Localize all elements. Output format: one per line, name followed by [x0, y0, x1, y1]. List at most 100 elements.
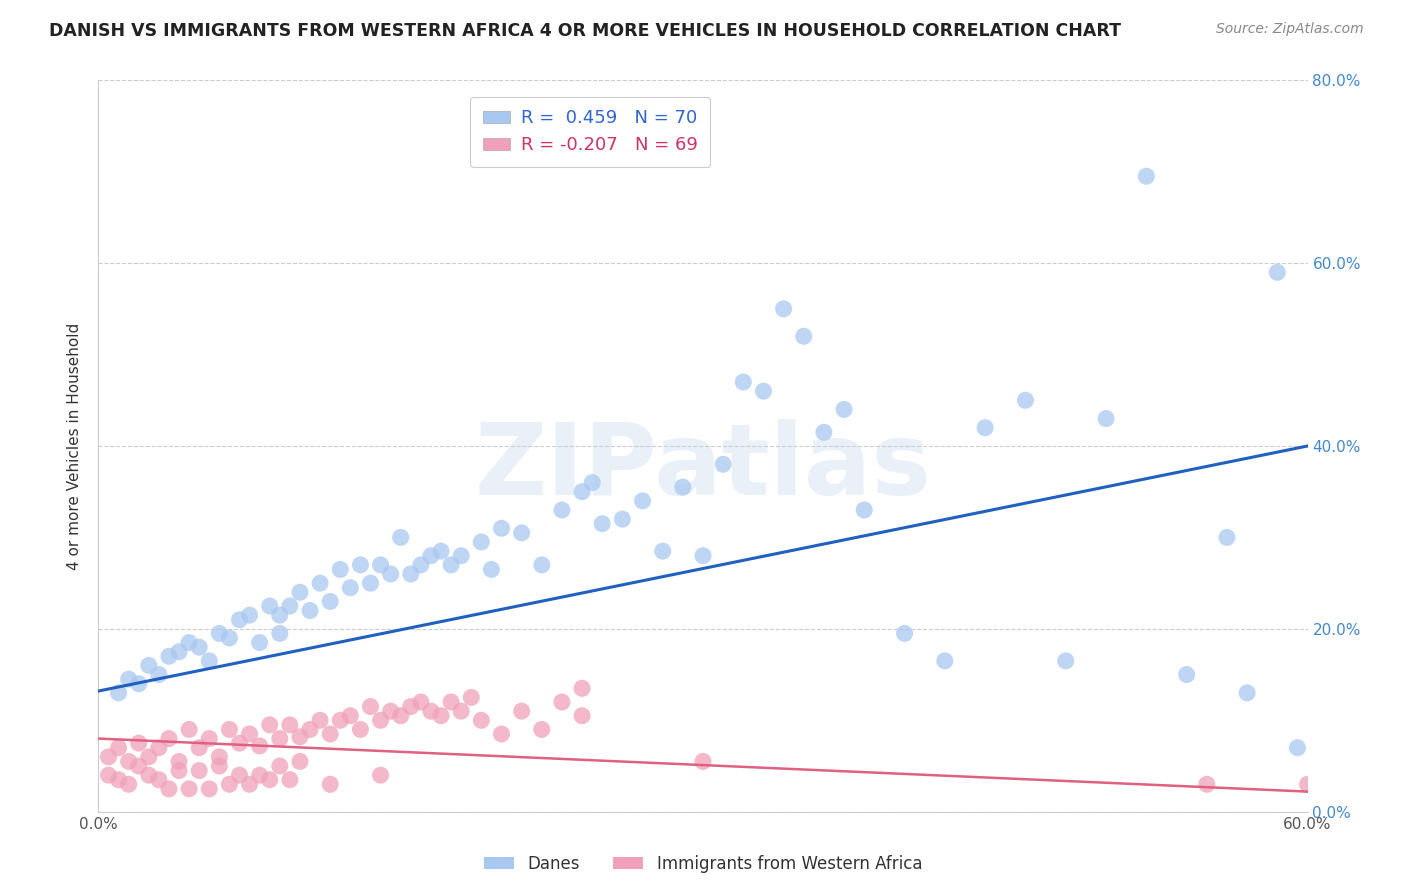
Point [138, 658, 160, 673]
Text: ZIPatlas: ZIPatlas [475, 419, 931, 516]
Point [198, 654, 221, 668]
Point [370, 558, 392, 572]
Point [118, 672, 141, 686]
Point [269, 608, 291, 623]
Point [399, 699, 422, 714]
Point [893, 626, 915, 640]
Point [389, 530, 412, 544]
Point [148, 667, 170, 681]
Point [1236, 686, 1258, 700]
Point [1216, 530, 1239, 544]
Point [450, 549, 472, 563]
Point [470, 535, 492, 549]
Point [571, 708, 593, 723]
Point [631, 494, 654, 508]
Point [319, 727, 342, 741]
Point [179, 781, 201, 796]
Point [1296, 777, 1319, 791]
Point [198, 731, 221, 746]
Point [530, 723, 553, 737]
Point [118, 755, 141, 769]
Point [288, 755, 311, 769]
Point [179, 635, 201, 649]
Point [440, 558, 463, 572]
Text: DANISH VS IMMIGRANTS FROM WESTERN AFRICA 4 OR MORE VEHICLES IN HOUSEHOLD CORRELA: DANISH VS IMMIGRANTS FROM WESTERN AFRICA… [49, 22, 1121, 40]
Point [179, 723, 201, 737]
Point [692, 755, 714, 769]
Point [319, 777, 342, 791]
Point [370, 768, 392, 782]
Point [218, 631, 240, 645]
Point [218, 777, 240, 791]
Point [269, 626, 291, 640]
Point [349, 558, 371, 572]
Point [1195, 777, 1218, 791]
Point [551, 695, 574, 709]
Point [430, 708, 453, 723]
Point [269, 731, 291, 746]
Point [491, 727, 513, 741]
Point [380, 567, 402, 582]
Point [107, 772, 129, 787]
Y-axis label: 4 or more Vehicles in Household: 4 or more Vehicles in Household [67, 322, 83, 570]
Point [360, 576, 382, 591]
Point [733, 375, 755, 389]
Point [157, 731, 180, 746]
Point [228, 768, 250, 782]
Point [118, 777, 141, 791]
Point [651, 544, 673, 558]
Point [793, 329, 815, 343]
Point [259, 772, 281, 787]
Point [370, 714, 392, 728]
Point [581, 475, 603, 490]
Point [208, 749, 231, 764]
Point [138, 768, 160, 782]
Point [128, 736, 150, 750]
Point [239, 608, 262, 623]
Point [218, 723, 240, 737]
Point [1095, 411, 1118, 425]
Point [299, 723, 322, 737]
Point [228, 736, 250, 750]
Point [491, 521, 513, 535]
Point [1054, 654, 1077, 668]
Point [157, 781, 180, 796]
Point [208, 626, 231, 640]
Point [1014, 393, 1036, 408]
Point [188, 740, 211, 755]
Point [832, 402, 855, 417]
Point [167, 764, 190, 778]
Point [309, 576, 332, 591]
Point [107, 686, 129, 700]
Legend: Danes, Immigrants from Western Africa: Danes, Immigrants from Western Africa [477, 848, 929, 880]
Point [380, 704, 402, 718]
Point [239, 727, 262, 741]
Point [752, 384, 775, 398]
Point [148, 772, 170, 787]
Point [157, 649, 180, 664]
Point [208, 759, 231, 773]
Point [278, 599, 301, 613]
Point [349, 723, 371, 737]
Point [591, 516, 613, 531]
Point [974, 421, 997, 435]
Point [470, 714, 492, 728]
Point [239, 777, 262, 791]
Text: Source: ZipAtlas.com: Source: ZipAtlas.com [1216, 22, 1364, 37]
Point [278, 718, 301, 732]
Point [97, 768, 120, 782]
Point [853, 503, 876, 517]
Point [360, 699, 382, 714]
Point [612, 512, 634, 526]
Point [188, 764, 211, 778]
Point [249, 768, 271, 782]
Point [420, 704, 443, 718]
Point [249, 635, 271, 649]
Point [167, 645, 190, 659]
Legend: R =  0.459   N = 70, R = -0.207   N = 69: R = 0.459 N = 70, R = -0.207 N = 69 [470, 96, 710, 167]
Point [409, 695, 432, 709]
Point [510, 704, 533, 718]
Point [934, 654, 956, 668]
Point [107, 740, 129, 755]
Point [399, 567, 422, 582]
